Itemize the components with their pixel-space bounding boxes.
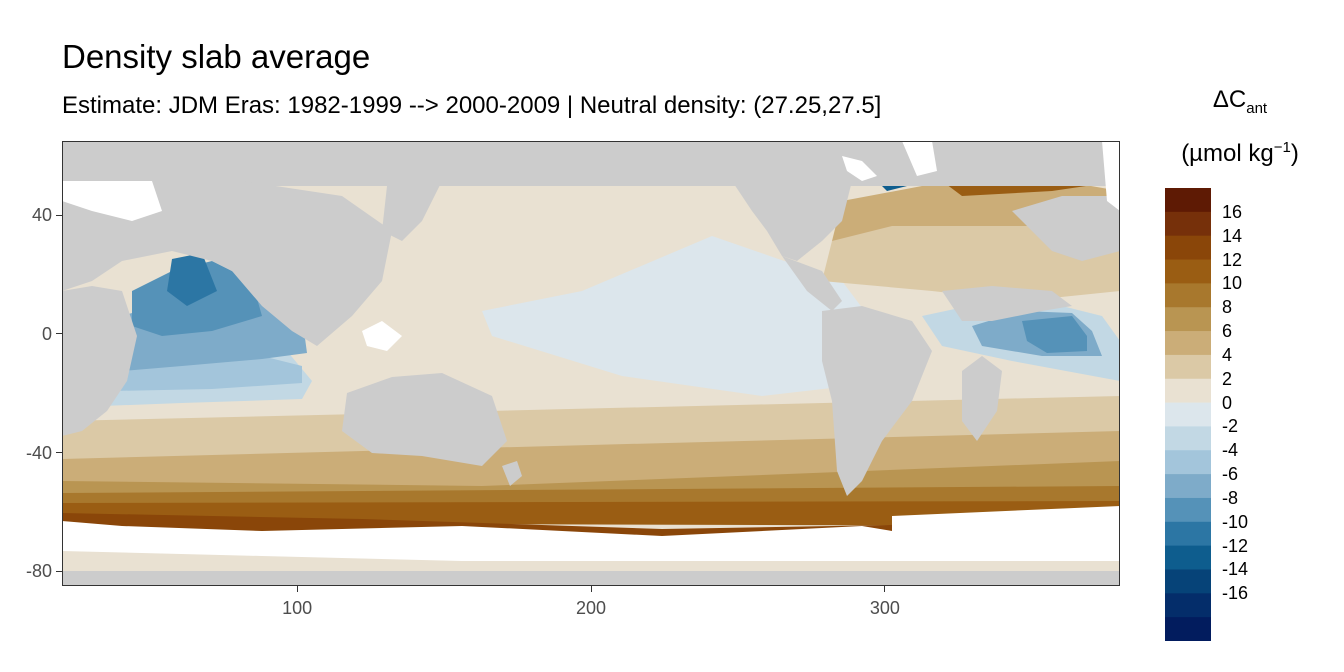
legend-colorbar (1165, 188, 1211, 641)
y-tick (56, 333, 62, 335)
legend-label: -6 (1222, 464, 1239, 485)
legend-swatch (1165, 545, 1211, 571)
legend-label: -4 (1222, 440, 1239, 461)
land-north-america (682, 141, 852, 261)
x-tick-label: 300 (869, 598, 900, 618)
no-data-greenland-coast (902, 141, 937, 176)
arabian-sea-core (167, 253, 217, 306)
y-tick (56, 452, 62, 453)
no-data-arctic-fringe (62, 181, 162, 221)
legend-label: 4 (1222, 344, 1233, 365)
land-southern-africa (962, 356, 1002, 441)
legend-swatch (1165, 259, 1211, 284)
land-central-america (782, 256, 842, 311)
x-tick-label: 200 (575, 598, 607, 618)
plot-title: Density slab average (62, 38, 371, 75)
legend-swatch (1165, 235, 1211, 261)
y-tick (56, 570, 62, 572)
legend-swatch (1165, 378, 1211, 404)
legend-label: -12 (1222, 535, 1249, 556)
legend-unit-close: ) (1290, 140, 1299, 167)
legend-label: 0 (1222, 392, 1233, 413)
no-data-antarctic-margin (62, 521, 892, 561)
land-east-asia (382, 141, 442, 241)
plot-subtitle: Estimate: JDM Eras: 1982-1999 --> 2000-2… (62, 92, 882, 119)
legend-label: 2 (1222, 368, 1233, 389)
land-arctic-strip (62, 141, 1120, 186)
land-australia (342, 373, 507, 466)
legend-unit-main: (µmol kg (1181, 140, 1274, 167)
land-west-africa (942, 286, 1072, 321)
legend-title: ΔCant (1150, 88, 1330, 116)
legend-label: 6 (1222, 321, 1233, 342)
legend-label: -8 (1222, 487, 1239, 508)
legend-label: -16 (1222, 583, 1249, 604)
pacific-equatorial-band (482, 236, 892, 396)
legend-swatch (1165, 617, 1211, 641)
no-data-norway-coast (1102, 141, 1120, 211)
legend-swatch (1165, 497, 1211, 523)
x-tick (884, 586, 886, 592)
land-new-zealand (502, 461, 522, 486)
x-tick (296, 586, 298, 592)
legend-label: 14 (1222, 225, 1243, 246)
map-panel (62, 141, 1120, 586)
legend-swatch (1165, 569, 1211, 594)
no-data-indonesia (362, 321, 402, 351)
legend-unit-superscript: −1 (1273, 139, 1291, 156)
legend-label: -14 (1222, 559, 1249, 580)
north-atlantic-sub (822, 226, 1120, 301)
legend-label: 8 (1222, 297, 1233, 318)
legend-title-main: ΔC (1212, 86, 1247, 113)
land-europe (1012, 196, 1120, 261)
gulf-of-guinea-core (1022, 316, 1087, 353)
legend-swatch (1165, 450, 1211, 475)
y-tick (56, 214, 62, 216)
legend-unit: (µmol kg−1) (1150, 140, 1330, 166)
ocean-map (62, 141, 1120, 586)
legend-swatch (1165, 331, 1211, 356)
legend-swatch (1165, 474, 1211, 499)
no-data-weddell-sea (892, 506, 1120, 561)
legend-label: -2 (1222, 416, 1239, 437)
legend-swatch (1165, 211, 1211, 237)
legend-swatch (1165, 521, 1211, 547)
legend-swatch (1165, 283, 1211, 308)
y-tick-label: 0 (41, 323, 52, 344)
no-data-hudson (842, 156, 877, 181)
legend-label: -10 (1222, 511, 1249, 532)
y-tick-label: -80 (25, 561, 52, 582)
legend-swatch (1165, 593, 1211, 618)
legend-swatch (1165, 354, 1211, 380)
legend-swatch (1165, 426, 1211, 451)
legend-title-subscript: ant (1246, 99, 1268, 117)
land-africa-east (62, 286, 137, 436)
land-antarctica (62, 571, 1120, 586)
y-tick-label: 40 (31, 205, 52, 226)
legend-label: 16 (1222, 201, 1243, 222)
map-frame (62, 141, 1120, 586)
legend-label: 12 (1222, 249, 1243, 270)
land-south-america (822, 306, 932, 496)
legend-swatch (1165, 402, 1211, 428)
legend-swatch (1165, 307, 1211, 332)
legend-swatch (1165, 188, 1211, 213)
x-tick-label: 100 (282, 598, 313, 618)
land-eurasia (62, 181, 392, 346)
legend-label: 10 (1222, 273, 1243, 294)
y-tick-label: -40 (25, 442, 52, 463)
x-tick (590, 586, 592, 592)
